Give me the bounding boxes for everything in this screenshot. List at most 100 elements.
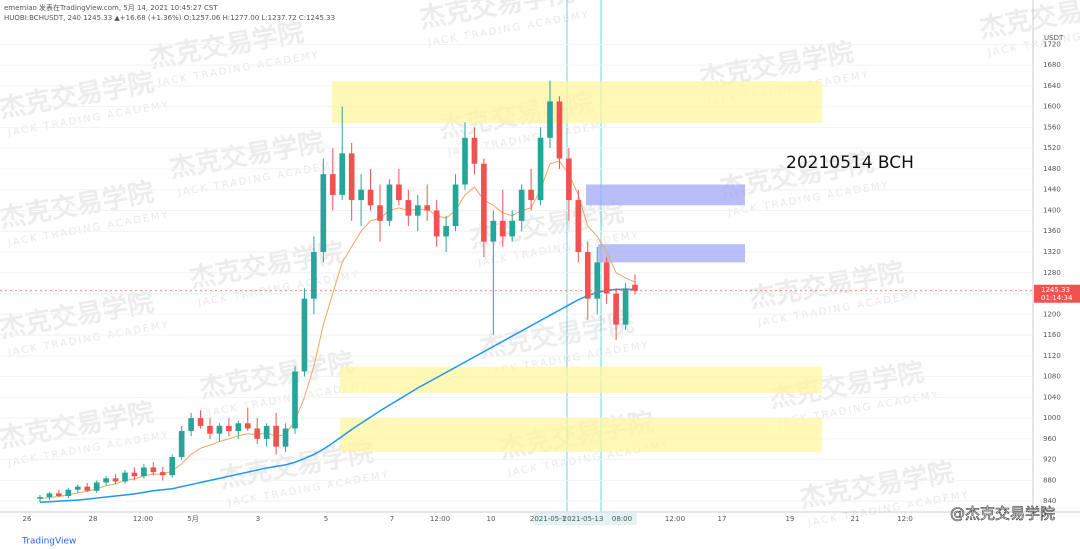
- time-highlight: [533, 513, 637, 525]
- candle-body: [556, 101, 563, 159]
- candle-body: [93, 482, 100, 491]
- candle-body: [244, 423, 251, 429]
- candle-body: [424, 205, 431, 211]
- y-tick-label: 1080: [1043, 373, 1061, 381]
- y-tick-label: 1000: [1043, 414, 1061, 422]
- candle-body: [509, 220, 516, 237]
- zone: [586, 184, 745, 206]
- x-tick-label: 10: [487, 515, 496, 523]
- candle-body: [84, 486, 91, 491]
- zone: [340, 418, 822, 452]
- x-tick-label: 2021-05-13: [563, 515, 604, 523]
- candle-body: [141, 467, 147, 477]
- x-tick-label: 12:0: [897, 515, 913, 523]
- candle-body: [377, 205, 383, 221]
- moving-average: [39, 288, 635, 503]
- candle-body: [547, 101, 553, 138]
- x-tick-label: 12:00: [133, 515, 153, 523]
- candle-body: [575, 200, 582, 252]
- y-tick-label: 1040: [1043, 393, 1061, 401]
- candle-body: [263, 425, 270, 439]
- y-tick-label: 1160: [1043, 331, 1061, 339]
- candle-body: [178, 431, 185, 458]
- x-tick-label: 12:00: [430, 515, 450, 523]
- candle-body: [405, 200, 412, 216]
- currency: USDT: [1044, 34, 1064, 42]
- y-tick-label: 1440: [1043, 186, 1061, 194]
- candle-body: [594, 262, 601, 299]
- x-tick-label: 3: [256, 515, 260, 523]
- zone: [340, 366, 822, 394]
- candle-body: [462, 137, 468, 185]
- candle-body: [207, 425, 213, 434]
- candle-body: [65, 489, 72, 496]
- candle-body: [603, 262, 610, 294]
- y-tick-label: 1600: [1043, 103, 1061, 111]
- candle-body: [329, 174, 336, 195]
- candle-body: [518, 189, 525, 221]
- candle-body: [197, 418, 204, 426]
- x-tick-label: 28: [89, 515, 98, 523]
- x-tick-label: 5月: [187, 515, 198, 523]
- candle-body: [584, 251, 591, 299]
- y-tick-label: 960: [1043, 435, 1056, 443]
- candle-body: [622, 288, 629, 325]
- candle-body: [169, 457, 176, 476]
- y-tick-label: 1120: [1043, 352, 1061, 360]
- x-tick-label: 19: [786, 515, 795, 523]
- zone: [598, 244, 745, 263]
- y-tick-label: 1400: [1043, 206, 1061, 214]
- y-tick-label: 840: [1043, 497, 1056, 505]
- candle-body: [188, 418, 194, 432]
- y-tick-label: 880: [1043, 476, 1056, 484]
- candle-body: [528, 189, 534, 201]
- candle-body: [56, 493, 62, 496]
- y-tick-label: 1480: [1043, 165, 1061, 173]
- candle-body: [613, 293, 619, 325]
- y-tick-label: 1560: [1043, 123, 1061, 131]
- y-tick-label: 1720: [1043, 40, 1061, 48]
- candle-body: [481, 163, 487, 242]
- candle-body: [112, 478, 119, 482]
- candle-body: [122, 472, 128, 482]
- x-tick-label: 26: [23, 515, 32, 523]
- candle-body: [301, 298, 308, 372]
- zone: [332, 81, 822, 124]
- candle-body: [311, 251, 317, 299]
- candle-body: [226, 425, 232, 432]
- candle-body: [471, 137, 478, 164]
- footer-watermark: @杰克交易学院: [950, 505, 1055, 523]
- candle-body: [490, 220, 497, 242]
- moving-average: [39, 160, 636, 500]
- y-tick-label: 1640: [1043, 82, 1061, 90]
- candle-body: [131, 472, 138, 477]
- header: ememiao 发表在TradingView.com, 5月 14, 2021 …: [4, 3, 218, 12]
- y-tick-label: 1680: [1043, 61, 1061, 69]
- x-tick-label: 17: [718, 515, 727, 523]
- candle-body: [235, 423, 242, 432]
- countdown-label: 01:14:34: [1041, 294, 1073, 302]
- candle-body: [443, 226, 449, 237]
- candle-body: [282, 428, 289, 447]
- candle-body: [358, 189, 364, 201]
- y-tick-label: 920: [1043, 456, 1056, 464]
- candle-body: [433, 210, 440, 237]
- candle-body: [566, 158, 572, 201]
- y-tick-label: 1280: [1043, 269, 1061, 277]
- candle-body: [320, 174, 327, 252]
- x-tick-label: 12:00: [665, 515, 685, 523]
- y-tick-label: 1360: [1043, 227, 1061, 235]
- candle-body: [37, 497, 43, 499]
- footer-logo[interactable]: TradingView: [21, 537, 76, 547]
- candle-body: [159, 472, 166, 476]
- candle-body: [103, 478, 109, 483]
- y-tick-label: 1520: [1043, 144, 1061, 152]
- candle-body: [348, 153, 355, 201]
- candle-body: [292, 371, 298, 429]
- candle-body: [150, 467, 157, 473]
- candle-body: [537, 137, 544, 201]
- candle-body: [254, 428, 261, 439]
- candle-body: [74, 486, 81, 490]
- x-tick-label: 5: [324, 515, 328, 523]
